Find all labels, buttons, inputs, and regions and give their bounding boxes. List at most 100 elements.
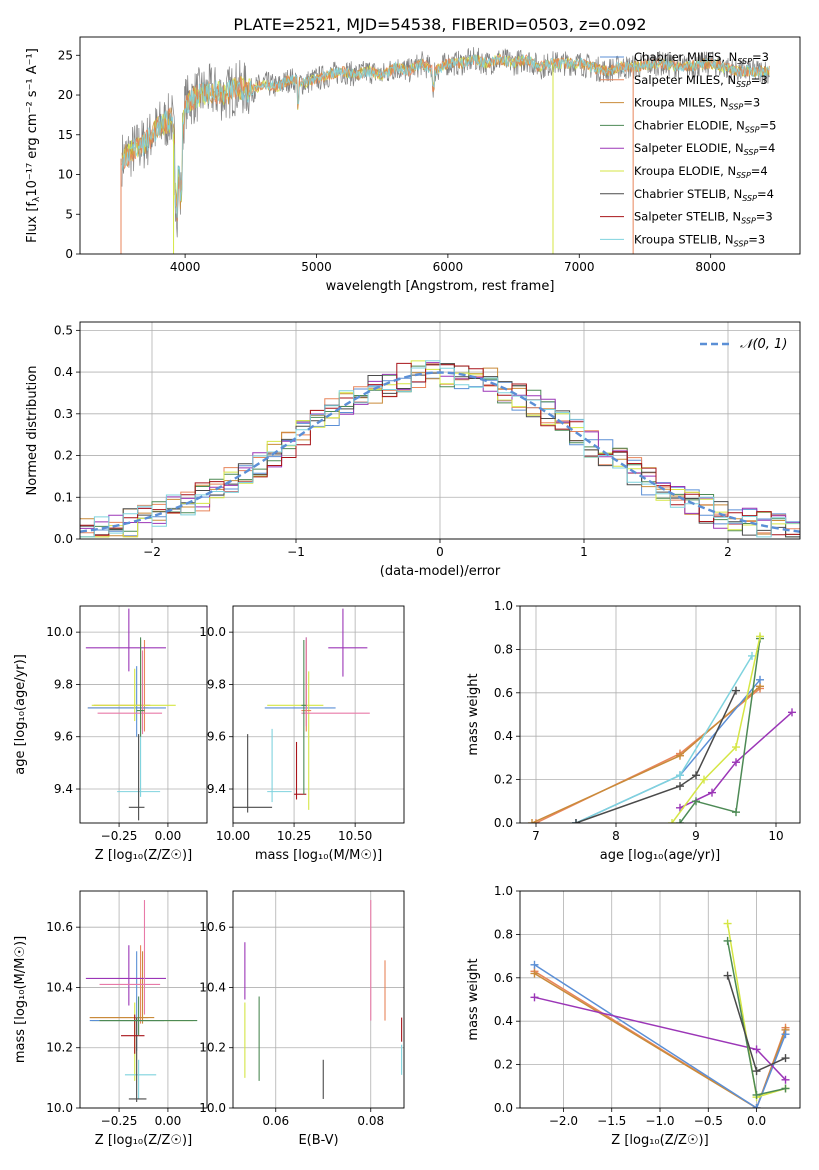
legend-label: Salpeter STELIB, NSSP=3	[634, 210, 773, 226]
x-axis-label: wavelength [Angstrom, rest frame]	[326, 279, 555, 294]
legend-value: =4	[751, 164, 768, 178]
plot-area	[528, 632, 796, 823]
x-tick-label: −0.25	[101, 1114, 138, 1128]
x-axis-label: age [log₁₀(age/yr)]	[600, 848, 721, 863]
legend-value: =3	[751, 73, 768, 87]
axes: 7 8 9 10 0.0 0.2 0.4 0.6 0.8 1.0 age [log₁₀(age/yr…	[466, 599, 784, 863]
y-axis-label: Normed distribution	[25, 366, 40, 496]
y-tick-label: 9.4	[54, 782, 73, 796]
legend-name: Chabrier STELIB, N	[634, 187, 742, 201]
legend-value: =4	[758, 141, 775, 155]
plot-area	[233, 608, 370, 813]
axes: −0.25 0.00 10.0 10.2 10.4 10.6 Z [log₁₀(Z/Z☉)]…	[13, 920, 192, 1148]
x-tick-label: 1	[580, 545, 588, 559]
legend-value: =3	[756, 210, 773, 224]
residual-histogram	[80, 360, 800, 538]
gridlines	[232, 606, 404, 823]
y-tick-label: 10.2	[199, 1041, 226, 1055]
gridlines	[80, 322, 800, 540]
x-axis-label: Z [log₁₀(Z/Z☉)]	[95, 848, 192, 863]
legend-label: Salpeter MILES, NSSP=3	[634, 73, 768, 89]
residual-histogram	[80, 360, 800, 538]
x-tick-label: 8000	[695, 260, 726, 274]
y-tick-label: 0.6	[494, 971, 513, 985]
axes-frame	[79, 321, 801, 540]
axes-frame	[232, 605, 405, 824]
legend-sub: SSP	[744, 148, 759, 157]
x-tick-label: 0.08	[357, 1114, 384, 1128]
x-tick-label: 10.00	[216, 829, 250, 843]
legend-label: Kroupa ELODIE, NSSP=4	[634, 164, 768, 180]
y-tick-label: 0.6	[494, 686, 513, 700]
legend-label: Kroupa MILES, NSSP=3	[634, 96, 760, 112]
x-tick-label: 4000	[170, 260, 201, 274]
plot-area	[85, 608, 176, 821]
axes: −2 −1 0 1 2 0.0 0.1 0.2 0.3 0.4 0.5 (data-model)/er…	[25, 323, 732, 579]
panel-spectrum: 4000 5000 6000 7000 8000 0 5 10 15 20 25 wavelength…	[25, 36, 801, 294]
x-tick-label: −1	[287, 545, 305, 559]
y-tick-label: 10.6	[46, 920, 73, 934]
x-axis-label: (data-model)/error	[380, 564, 501, 579]
weight-line	[531, 685, 761, 823]
y-tick-label: 10	[58, 168, 73, 182]
y-axis-label-part: Flux [f	[25, 202, 40, 243]
y-tick-label: 0.3	[54, 407, 73, 421]
legend-name: Salpeter MILES, N	[634, 73, 736, 87]
y-tick-label: 10.6	[199, 920, 226, 934]
y-tick-label: 10.0	[46, 625, 73, 639]
x-tick-label: 0	[436, 545, 444, 559]
legend-value: =5	[760, 118, 777, 132]
legend-name: Kroupa ELODIE, N	[634, 164, 736, 178]
y-tick-label: 0.4	[494, 1014, 513, 1028]
legend-sub: SSP	[742, 194, 757, 203]
y-tick-label: 0.0	[54, 532, 73, 546]
model-spectrum	[121, 53, 770, 218]
x-tick-label: 6000	[433, 260, 464, 274]
axes: −0.25 0.00 9.4 9.6 9.8 10.0 Z [log₁₀(Z/Z☉)] age…	[13, 625, 192, 863]
axes-frame	[232, 890, 405, 1109]
axes: −2.0 −1.5 −1.0 −0.5 0.0 0.0 0.2 0.4 0.6 0.8 1.0 Z […	[466, 884, 766, 1148]
y-tick-label: 0.0	[494, 816, 513, 830]
x-tick-label: −0.5	[694, 1114, 723, 1128]
y-tick-label: 0.8	[494, 927, 513, 941]
y-tick-label: 0.1	[54, 490, 73, 504]
y-tick-label: 0.2	[494, 1058, 513, 1072]
legend-label: Kroupa STELIB, NSSP=3	[634, 232, 765, 248]
axes-frame	[79, 605, 208, 824]
legend-sub: SSP	[736, 80, 751, 89]
y-tick-label: 15	[58, 128, 73, 142]
y-tick-label: 0.0	[494, 1101, 513, 1115]
x-axis-label: Z [log₁₀(Z/Z☉)]	[95, 1133, 192, 1148]
x-tick-label: 10.50	[338, 829, 372, 843]
x-tick-label: −1.5	[597, 1114, 626, 1128]
weight-line	[534, 964, 787, 1108]
x-tick-label: 0.06	[262, 1114, 289, 1128]
legend-sub: SSP	[736, 171, 751, 180]
y-tick-label: 10.2	[46, 1041, 73, 1055]
x-axis-label: E(B-V)	[298, 1133, 338, 1148]
legend-sub: SSP	[741, 217, 756, 226]
plot-area	[530, 919, 790, 1108]
legend-value: =3	[752, 50, 769, 64]
y-axis-label: age [log₁₀(age/yr)]	[13, 654, 28, 775]
x-axis-label: Z [log₁₀(Z/Z☉)]	[611, 1133, 708, 1148]
x-tick-label: 5000	[301, 260, 332, 274]
x-tick-label: 10	[768, 829, 783, 843]
x-tick-label: 0.00	[155, 1114, 182, 1128]
axes: 10.00 10.25 10.50 9.4 9.6 9.8 10.0 mass [log₁₀(…	[199, 625, 382, 863]
legend-sub: SSP	[745, 125, 760, 134]
x-tick-label: −0.25	[101, 829, 138, 843]
weight-line	[671, 636, 761, 823]
y-tick-label: 0	[65, 247, 73, 261]
panel-massweight-vs-Z: −2.0 −1.5 −1.0 −0.5 0.0 0.0 0.2 0.4 0.6 0.8 1.0 Z […	[466, 884, 801, 1148]
plot-area	[120, 47, 770, 254]
x-tick-label: 2	[724, 545, 732, 559]
panel-residuals: −2 −1 0 1 2 0.0 0.1 0.2 0.3 0.4 0.5 (data-model)/er…	[25, 321, 801, 579]
figure-title: PLATE=2521, MJD=54538, FIBERID=0503, z=0…	[233, 15, 646, 34]
panel-massweight-vs-age: 7 8 9 10 0.0 0.2 0.4 0.6 0.8 1.0 age [log₁₀(age/yr…	[466, 599, 801, 863]
legend-sub: SSP	[729, 103, 744, 112]
y-tick-label: 0.5	[54, 323, 73, 337]
x-tick-label: 0.00	[155, 829, 182, 843]
legend-label: Chabrier STELIB, NSSP=4	[634, 187, 774, 203]
